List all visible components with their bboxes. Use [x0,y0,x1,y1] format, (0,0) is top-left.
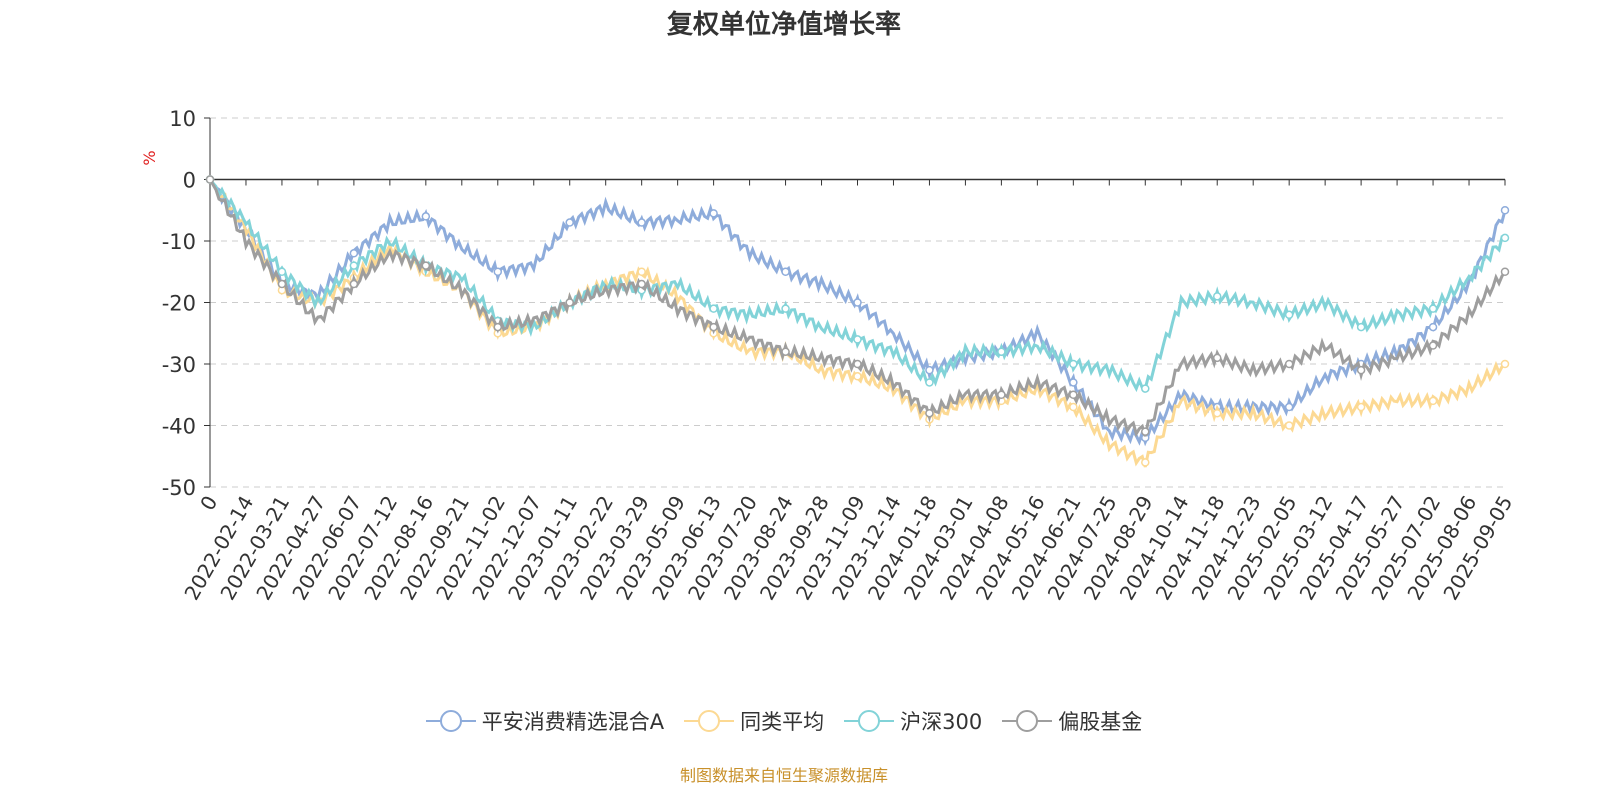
data-point [781,304,790,313]
data-point [1069,378,1078,387]
data-point [565,218,574,227]
data-point [1428,341,1438,350]
data-point [637,267,646,276]
data-point [1069,402,1078,412]
y-tick-label: -50 [162,476,196,500]
y-tick-label: 0 [183,169,196,193]
data-point [1212,292,1222,301]
data-point [1212,353,1222,363]
data-point [637,218,646,227]
data-point [349,249,359,258]
data-point [853,372,862,381]
legend-label: 同类平均 [740,710,825,734]
data-point [277,279,287,289]
y-tick-label: -20 [162,292,196,316]
series-line [208,178,1507,447]
legend: 平安消费精选混合A 同类平均 沪深300 偏股基金 [0,706,1568,736]
data-point [1284,402,1294,412]
data-point [1356,322,1366,332]
data-point [853,335,862,344]
y-tick-label: -30 [162,353,196,377]
y-axis-label: % [140,150,159,165]
data-point [781,267,790,276]
data-point [1141,384,1150,393]
line-chart: 100-10-20-30-40-50%02022-02-142022-03-21… [140,107,1517,604]
data-point [1428,304,1438,313]
legend-marker-icon [1002,710,1053,732]
data-point [1141,427,1150,436]
legend-marker-icon [684,710,735,732]
data-point [349,279,359,289]
legend-item[interactable]: 偏股基金 [1002,706,1142,736]
data-point [277,267,287,276]
data-point [205,175,215,184]
data-point [709,322,718,332]
y-tick-label: 10 [169,107,196,131]
data-point [1356,402,1366,412]
data-point [1284,421,1294,430]
data-point [1500,233,1510,243]
data-point [1356,365,1366,375]
data-point [1212,408,1222,418]
data-point [853,298,862,307]
data-point [997,347,1006,356]
data-point [709,304,718,313]
y-tick-label: -10 [162,230,196,254]
data-point [925,408,934,418]
data-point [925,365,934,375]
source-note: 制图数据来自恒生聚源数据库 [679,766,888,785]
legend-item[interactable]: 同类平均 [684,706,824,736]
data-point [1284,310,1294,320]
data-point [997,390,1006,399]
data-point [1069,359,1078,369]
data-point [493,322,503,332]
legend-label: 偏股基金 [1058,710,1143,734]
legend-label: 沪深300 [900,710,983,734]
legend-marker-icon [844,710,895,732]
legend-marker-icon [425,710,476,732]
data-point [1500,359,1510,369]
chart-title: 复权单位净值增长率 [666,10,901,40]
data-point [1500,206,1510,215]
data-point [565,298,574,307]
data-point [421,212,431,221]
data-point [781,347,790,356]
x-tick-label: 0 [195,492,222,515]
data-point [1141,458,1150,467]
data-point [637,279,646,289]
legend-item[interactable]: 平安消费精选混合A [425,706,665,736]
legend-label: 平安消费精选混合A [481,710,665,734]
data-point [1428,396,1438,406]
data-point [1069,390,1078,399]
series-line [208,178,1506,393]
data-point [349,261,359,270]
data-point [925,378,934,387]
data-point [1284,359,1294,369]
data-point [853,359,862,369]
legend-item[interactable]: 沪深300 [844,706,982,736]
data-point [709,209,718,218]
data-point [1428,322,1438,332]
y-tick-label: -40 [162,415,196,439]
data-point [421,261,431,270]
data-point [493,267,503,276]
data-point [1500,267,1510,276]
